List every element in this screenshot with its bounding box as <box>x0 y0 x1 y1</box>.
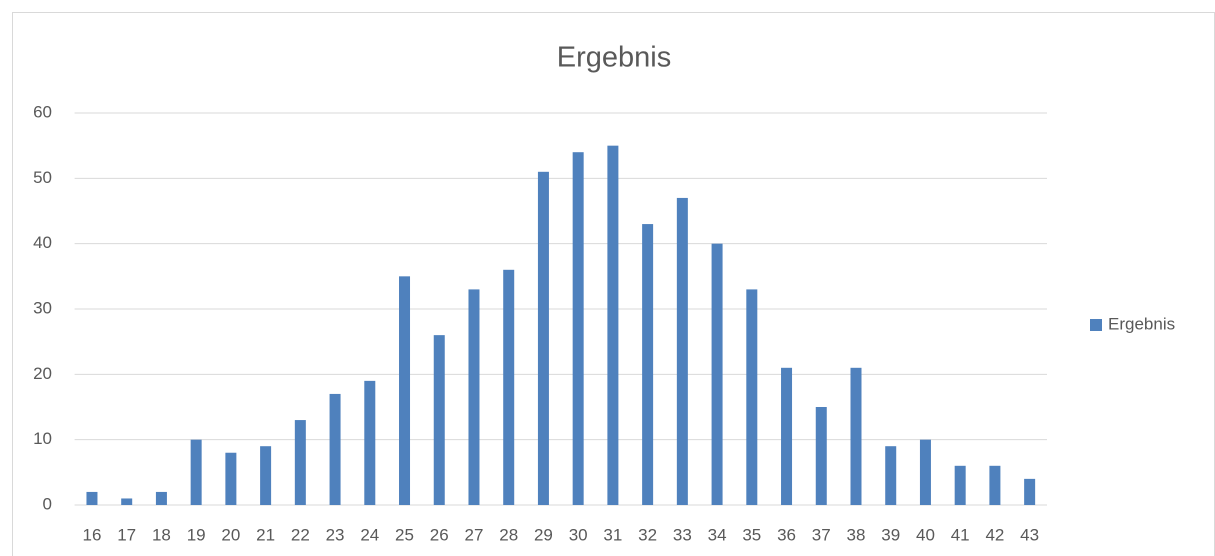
x-tick-label: 40 <box>916 525 935 544</box>
x-tick-label: 29 <box>534 525 553 544</box>
y-tick-label: 10 <box>33 429 52 448</box>
bar <box>711 243 723 505</box>
x-tick-label: 19 <box>187 525 206 544</box>
bar <box>885 446 897 505</box>
bar <box>815 407 827 505</box>
y-tick-label: 50 <box>33 168 52 187</box>
legend-swatch <box>1090 319 1102 331</box>
bar <box>919 439 931 505</box>
x-tick-label: 30 <box>569 525 588 544</box>
bar <box>364 380 376 505</box>
x-tick-label: 39 <box>881 525 900 544</box>
bar <box>190 439 202 505</box>
bar <box>468 289 480 505</box>
bar <box>989 465 1001 505</box>
x-tick-label: 36 <box>777 525 796 544</box>
x-tick-label: 21 <box>256 525 275 544</box>
y-tick-label: 60 <box>33 102 52 121</box>
bar <box>676 197 688 505</box>
x-tick-label: 35 <box>742 525 761 544</box>
x-tick-label: 23 <box>326 525 345 544</box>
x-tick-label: 27 <box>465 525 484 544</box>
x-tick-label: 20 <box>221 525 240 544</box>
bar <box>781 367 793 505</box>
bar <box>225 452 237 505</box>
bar <box>294 420 306 505</box>
x-tick-label: 34 <box>708 525 727 544</box>
x-tick-label: 33 <box>673 525 692 544</box>
x-tick-label: 17 <box>117 525 136 544</box>
x-tick-label: 32 <box>638 525 657 544</box>
bar <box>1024 478 1036 505</box>
bar <box>86 491 98 505</box>
y-tick-label: 20 <box>33 364 52 383</box>
x-tick-label: 26 <box>430 525 449 544</box>
x-tick-label: 42 <box>985 525 1004 544</box>
x-tick-label: 43 <box>1020 525 1039 544</box>
legend-label: Ergebnis <box>1108 314 1175 333</box>
y-tick-label: 40 <box>33 233 52 252</box>
x-tick-label: 37 <box>812 525 831 544</box>
bar <box>572 152 584 505</box>
chart-title: Ergebnis <box>557 42 671 74</box>
y-tick-label: 0 <box>43 494 52 513</box>
bar <box>329 393 341 505</box>
x-tick-label: 16 <box>83 525 102 544</box>
bar <box>121 498 133 505</box>
bar <box>155 491 167 505</box>
x-tick-label: 41 <box>951 525 970 544</box>
x-tick-label: 28 <box>499 525 518 544</box>
bar <box>503 269 515 505</box>
bar <box>260 446 272 505</box>
bar <box>746 289 758 505</box>
x-tick-label: 38 <box>847 525 866 544</box>
y-tick-label: 30 <box>33 298 52 317</box>
x-tick-label: 25 <box>395 525 414 544</box>
x-tick-label: 24 <box>360 525 379 544</box>
bar <box>954 465 966 505</box>
bar <box>607 145 619 505</box>
bar <box>399 276 411 505</box>
bar <box>642 224 654 506</box>
x-tick-label: 22 <box>291 525 310 544</box>
bar <box>850 367 862 505</box>
x-tick-label: 18 <box>152 525 171 544</box>
x-tick-label: 31 <box>603 525 622 544</box>
bar <box>537 171 549 506</box>
bar <box>433 335 445 505</box>
